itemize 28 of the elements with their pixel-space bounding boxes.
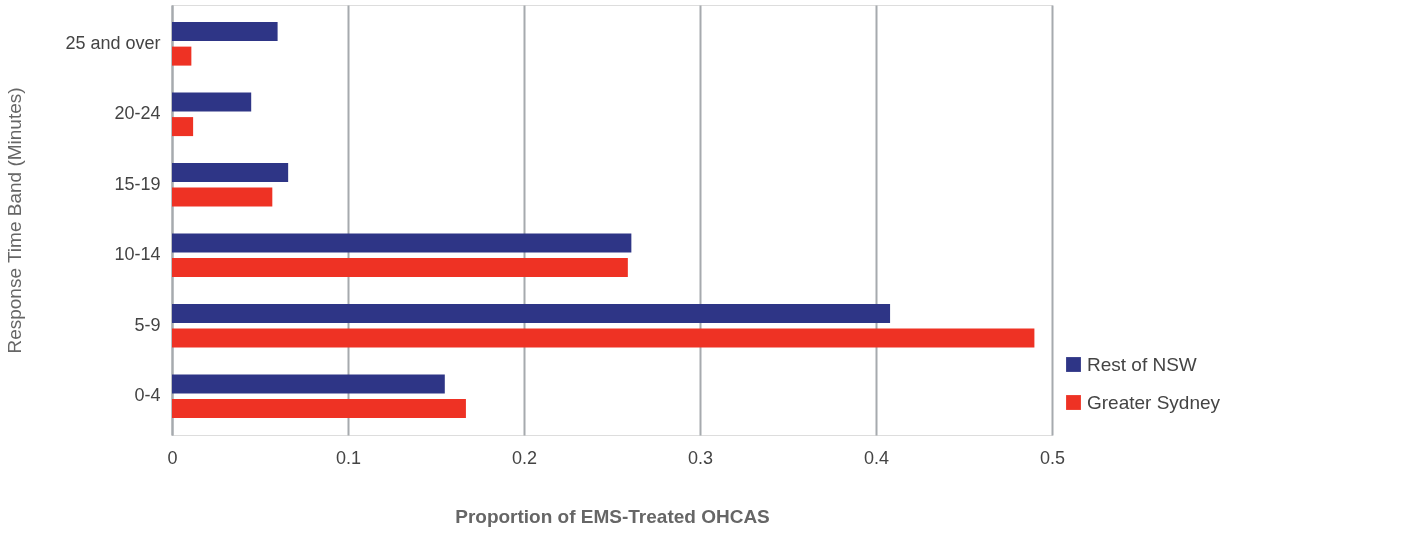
y-tick-label: 20-24 <box>114 103 161 124</box>
bar <box>172 303 891 323</box>
bar <box>172 21 278 41</box>
y-tick-label: 0-4 <box>134 385 161 406</box>
bar <box>172 328 1035 348</box>
x-tick-label: 0.3 <box>687 447 714 468</box>
legend-label: Greater Sydney <box>1087 391 1221 413</box>
bar <box>172 258 628 278</box>
bar <box>172 46 192 66</box>
y-tick-label: 5-9 <box>134 314 161 335</box>
x-tick-label: 0.1 <box>335 447 362 468</box>
bar <box>172 187 273 207</box>
bar <box>172 162 289 182</box>
bar <box>172 92 252 112</box>
bar <box>172 233 632 253</box>
legend-label: Rest of NSW <box>1087 353 1197 375</box>
x-tick-label: 0 <box>167 447 178 468</box>
y-tick-label: 25 and over <box>65 32 161 53</box>
bar <box>172 117 194 137</box>
y-tick-label: 15-19 <box>114 173 161 194</box>
x-axis-title: Proportion of EMS-Treated OHCAS <box>455 505 770 527</box>
y-axis-title: Response Time Band (Minutes) <box>4 87 26 354</box>
bar <box>172 399 466 419</box>
x-tick-label: 0.4 <box>863 447 890 468</box>
bar <box>172 374 445 394</box>
x-tick-label: 0.2 <box>511 447 538 468</box>
x-tick-label: 0.5 <box>1039 447 1066 468</box>
y-tick-label: 10-14 <box>114 244 161 265</box>
